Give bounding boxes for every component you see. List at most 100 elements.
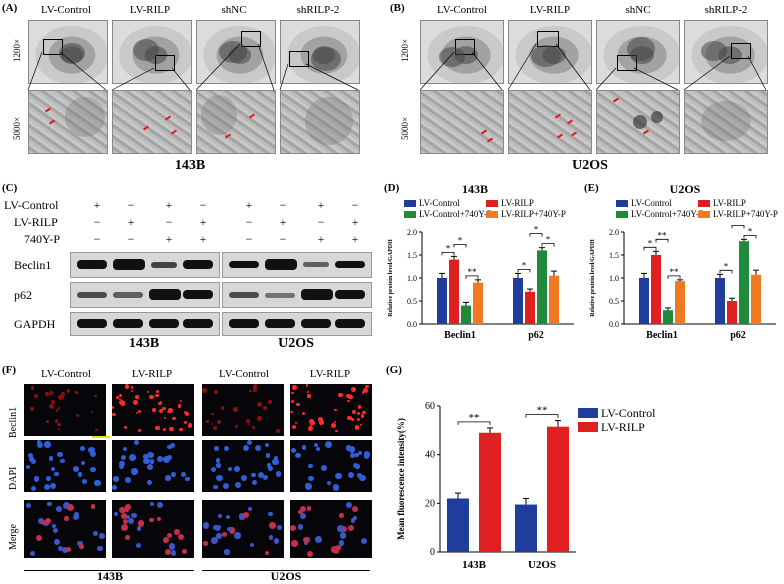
if-cell: [354, 424, 360, 430]
if-cell: [352, 505, 359, 512]
panel-a-mag-high: 5000×: [12, 116, 22, 140]
if-cell: [66, 546, 72, 553]
if-cell: [248, 507, 253, 512]
if-image: [290, 384, 372, 436]
if-cell: [277, 524, 282, 530]
panel-f-col-3: LV-Control: [219, 368, 269, 380]
tem-image-high: [596, 90, 680, 154]
if-cell: [360, 538, 367, 544]
group-line-u2os: [202, 570, 370, 571]
condition-sign: −: [245, 232, 253, 246]
if-cell: [99, 533, 105, 539]
if-cell: [250, 472, 256, 478]
legend-swatch: [698, 200, 710, 207]
if-cell: [169, 443, 175, 449]
significance-bracket: [731, 224, 745, 229]
condition-label: LV-RILP: [14, 215, 58, 229]
significance-label: *: [534, 225, 539, 235]
condition-sign: +: [165, 232, 173, 246]
if-cell: [338, 392, 343, 397]
significance-bracket: [667, 275, 681, 279]
if-cell: [360, 414, 364, 418]
blot-beclin1-u2os: [222, 252, 372, 278]
if-cell: [291, 391, 294, 395]
if-cell: [345, 501, 353, 509]
if-cell: [92, 531, 98, 537]
if-cell: [269, 535, 274, 540]
if-cell: [59, 394, 65, 400]
if-cell: [290, 447, 297, 454]
bar: [549, 275, 559, 324]
panel-f-col-1: LV-Control: [41, 368, 91, 380]
if-cell: [363, 451, 371, 458]
panel-f-row-2: DAPI: [8, 466, 19, 490]
if-cell: [241, 475, 247, 481]
if-cell: [306, 391, 310, 394]
if-cell: [298, 509, 303, 514]
condition-sign: −: [127, 232, 135, 246]
if-cell: [25, 464, 30, 469]
if-cell: [118, 393, 122, 397]
if-cell: [147, 391, 150, 394]
if-cell: [173, 529, 180, 535]
if-cell: [129, 453, 137, 461]
if-cell: [356, 418, 360, 422]
significance-bracket: [441, 251, 455, 256]
legend-label: LV-Control+740Y-P: [631, 209, 704, 219]
if-cell: [49, 482, 56, 489]
if-image: [24, 500, 106, 558]
if-cell: [335, 429, 338, 433]
if-cell: [349, 446, 356, 453]
tem-image-high: [28, 90, 108, 154]
if-cell: [183, 420, 188, 425]
if-cell: [299, 505, 307, 513]
if-cell: [345, 444, 352, 451]
legend-label: LV-Control: [419, 198, 460, 208]
legend-label: LV-RILP+740Y-P: [713, 209, 778, 219]
if-cell: [338, 540, 344, 546]
if-cell: [94, 394, 97, 398]
if-cell: [353, 516, 358, 521]
y-tick-label: 2.0: [407, 228, 417, 237]
if-cell: [177, 404, 181, 408]
legend-item: LV-Control: [616, 198, 672, 208]
if-image: [290, 500, 372, 558]
panel-b-col-2: LV-RILP: [529, 4, 571, 16]
if-cell: [135, 412, 138, 415]
bar: [447, 498, 469, 552]
condition-sign: +: [127, 215, 135, 229]
if-cell: [81, 460, 86, 465]
if-cell: [169, 426, 175, 432]
panel-g-label: (G): [386, 364, 402, 376]
if-cell: [359, 474, 366, 482]
if-cell: [53, 471, 59, 477]
if-cell: [335, 472, 342, 480]
if-cell: [133, 440, 139, 446]
category-label: Beclin1: [444, 330, 476, 341]
panel-c-cell-line-2: U2OS: [278, 336, 314, 351]
panel-f-label: (F): [2, 364, 17, 376]
panel-c-cell-line-1: 143B: [128, 336, 160, 351]
tem-image-low: [596, 20, 680, 84]
if-cell: [171, 471, 176, 477]
if-cell: [234, 425, 238, 429]
if-cell: [291, 424, 296, 429]
if-cell: [95, 428, 98, 431]
if-cell: [125, 503, 132, 510]
if-cell: [245, 418, 250, 423]
bar: [513, 278, 523, 324]
panel-f-row-1: Beclin1: [8, 406, 19, 438]
condition-sign: +: [317, 232, 325, 246]
if-cell: [36, 441, 44, 449]
significance-label: *: [748, 226, 753, 236]
if-cell: [162, 428, 167, 432]
if-cell: [213, 425, 218, 430]
if-cell: [267, 463, 272, 468]
if-cell: [275, 471, 282, 478]
if-cell: [75, 413, 79, 417]
y-axis-label: Mean fluorescence intensity(%): [396, 418, 406, 540]
significance-label: *: [546, 235, 551, 245]
legend-item: LV-Control: [404, 198, 460, 208]
panel-a-col-3: shNC: [221, 4, 247, 16]
if-cell: [156, 517, 162, 522]
